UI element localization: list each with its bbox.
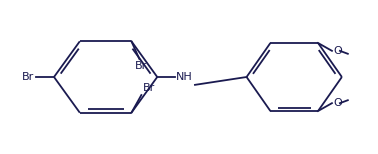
Text: Br: Br <box>22 72 34 82</box>
Text: Br: Br <box>143 83 156 93</box>
Text: NH: NH <box>176 72 193 82</box>
Text: O: O <box>333 46 342 56</box>
Text: Br: Br <box>135 61 147 71</box>
Text: O: O <box>333 98 342 108</box>
